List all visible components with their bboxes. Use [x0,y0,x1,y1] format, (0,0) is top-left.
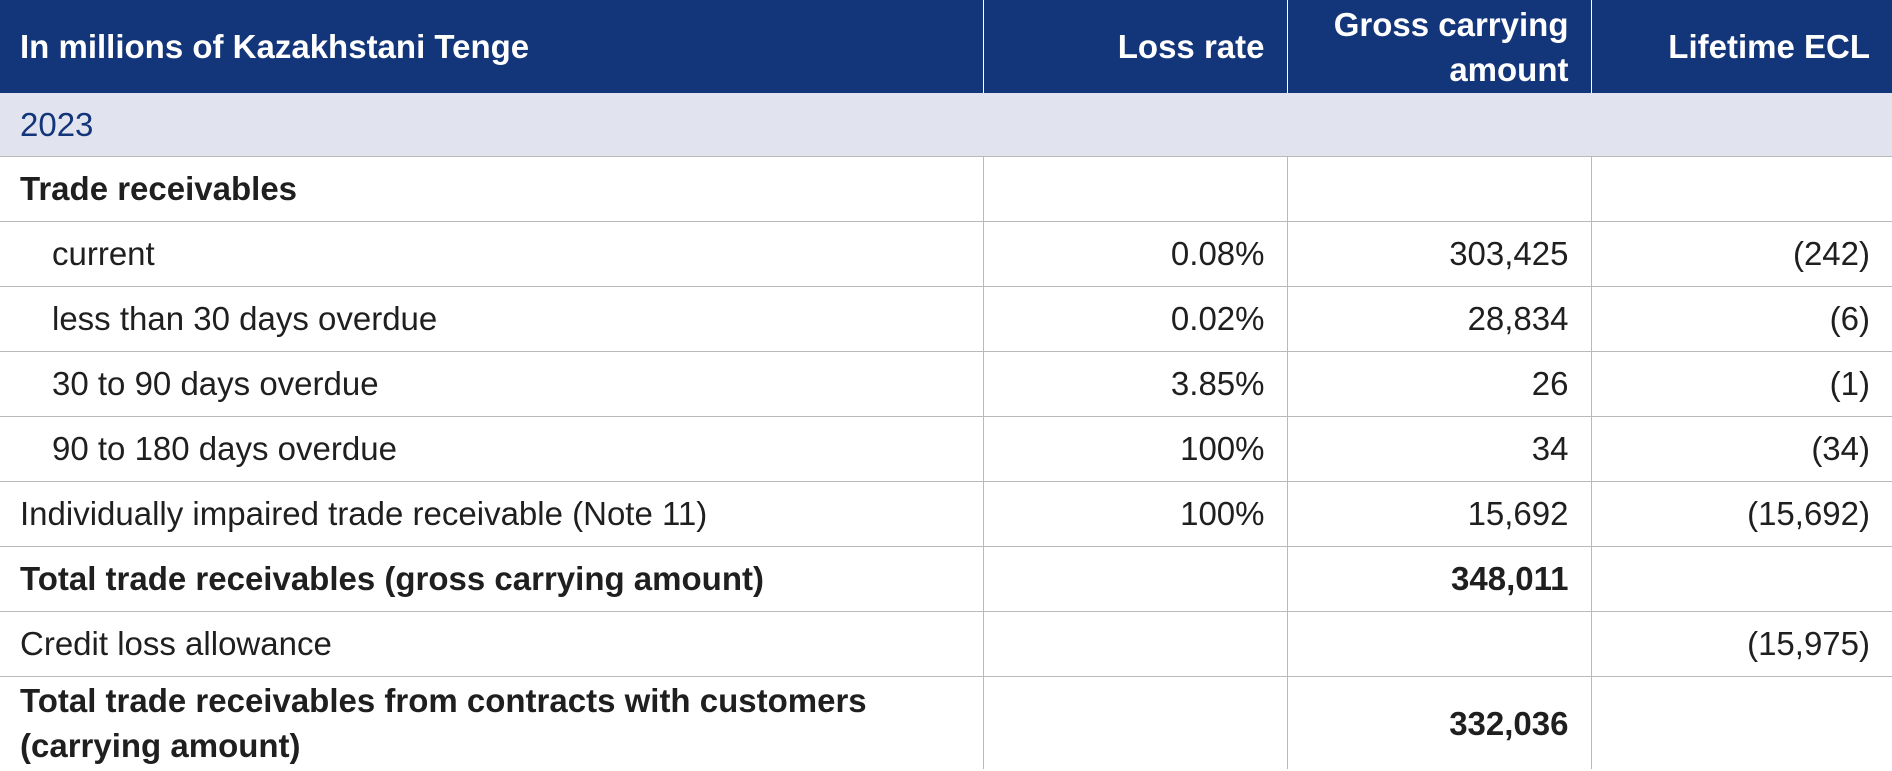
header-gross-line2: amount [1449,50,1569,88]
gross-cell: 15,692 [1286,481,1591,547]
allowance-value: (15,975) [1590,611,1892,677]
header-row: In millions of Kazakhstani Tenge Loss ra… [0,0,1892,93]
gross-cell: 303,425 [1286,221,1591,287]
empty-cell [1590,156,1892,222]
loss-rate-cell: 0.02% [982,286,1287,352]
table-row: less than 30 days overdue 0.02% 28,834 (… [0,286,1892,352]
empty-cell [1286,156,1591,222]
ecl-cell: (15,692) [1590,481,1892,547]
year-label: 2023 [0,93,1892,157]
ecl-cell: (6) [1590,286,1892,352]
ecl-cell: (1) [1590,351,1892,417]
header-loss-rate: Loss rate [982,0,1287,93]
ecl-cell: (242) [1590,221,1892,287]
empty-cell [982,676,1287,769]
empty-cell [982,611,1287,677]
ecl-cell: (34) [1590,416,1892,482]
total-net-value: 332,036 [1286,676,1591,769]
header-lifetime-ecl: Lifetime ECL [1590,0,1892,93]
loss-rate-cell: 100% [982,416,1287,482]
gross-cell: 28,834 [1286,286,1591,352]
row-label: 30 to 90 days overdue [0,351,983,417]
total-net-row: Total trade receivables from contracts w… [0,676,1892,769]
header-gross-line1: Gross carrying [1333,5,1569,43]
total-net-label-line2: (carrying amount) [20,727,301,764]
empty-cell [982,546,1287,612]
row-label: Individually impaired trade receivable (… [0,481,983,547]
row-label: less than 30 days overdue [0,286,983,352]
table-row: 30 to 90 days overdue 3.85% 26 (1) [0,351,1892,417]
total-gross-row: Total trade receivables (gross carrying … [0,546,1892,612]
empty-cell [1590,546,1892,612]
header-description: In millions of Kazakhstani Tenge [0,0,983,93]
allowance-label: Credit loss allowance [0,611,983,677]
table-row: current 0.08% 303,425 (242) [0,221,1892,287]
total-net-label: Total trade receivables from contracts w… [0,676,983,769]
row-label: current [0,221,983,287]
loss-rate-cell: 100% [982,481,1287,547]
gross-cell: 26 [1286,351,1591,417]
empty-cell [1286,611,1591,677]
allowance-row: Credit loss allowance (15,975) [0,611,1892,677]
section-label: Trade receivables [0,156,983,222]
gross-cell: 34 [1286,416,1591,482]
header-gross-carrying-amount: Gross carrying amount [1286,0,1591,93]
empty-cell [982,156,1287,222]
table-row: 90 to 180 days overdue 100% 34 (34) [0,416,1892,482]
total-net-label-line1: Total trade receivables from contracts w… [20,682,867,719]
row-label: 90 to 180 days overdue [0,416,983,482]
section-row: Trade receivables [0,156,1892,222]
table-row: Individually impaired trade receivable (… [0,481,1892,547]
loss-rate-cell: 0.08% [982,221,1287,287]
total-gross-label: Total trade receivables (gross carrying … [0,546,983,612]
empty-cell [1590,676,1892,769]
total-gross-value: 348,011 [1286,546,1591,612]
year-row: 2023 [0,93,1892,157]
loss-rate-cell: 3.85% [982,351,1287,417]
